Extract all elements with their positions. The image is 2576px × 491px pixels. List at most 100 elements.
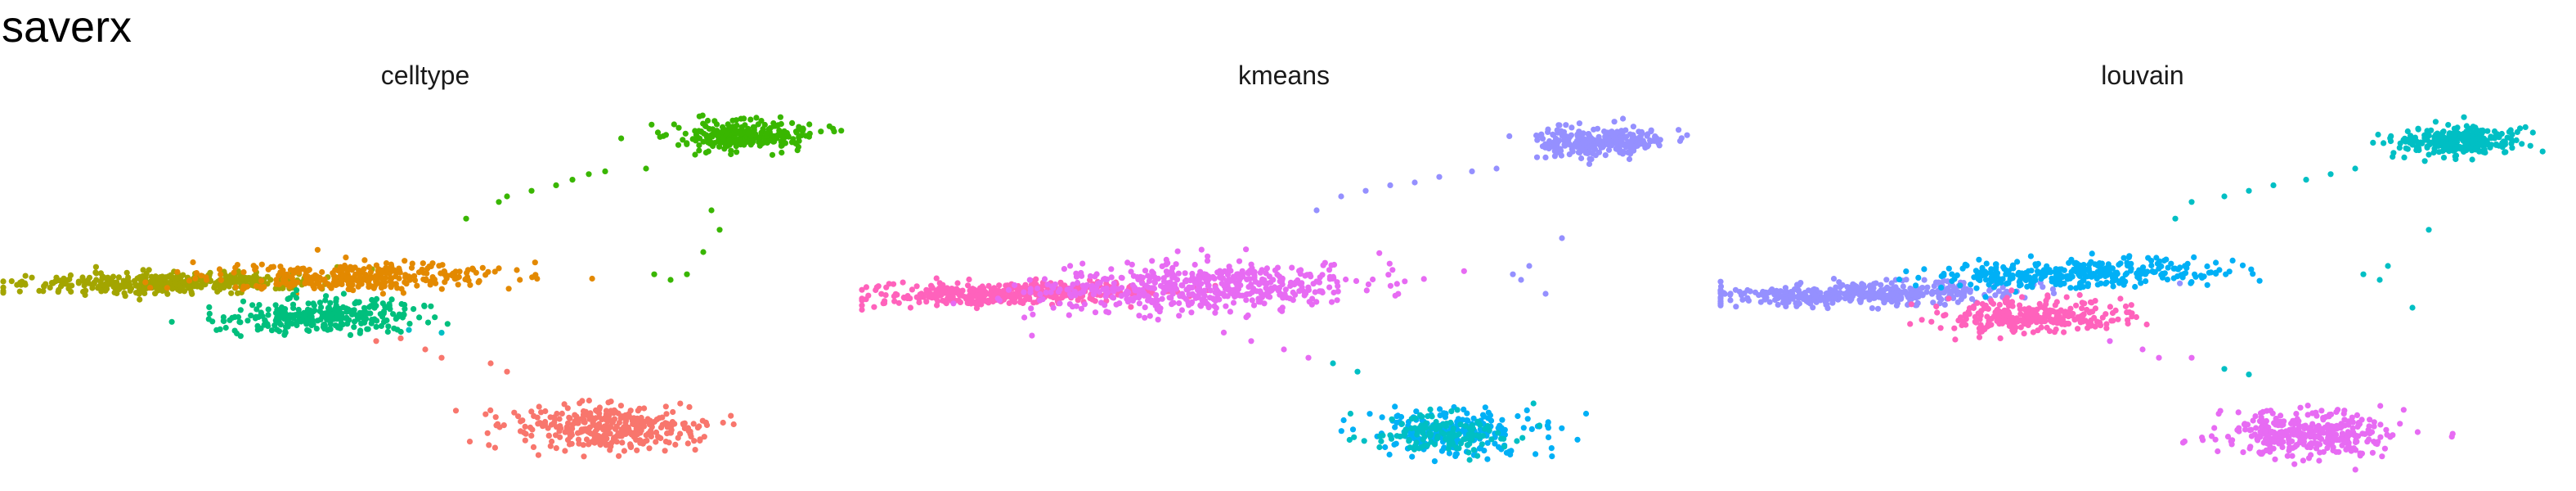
point: [121, 290, 128, 296]
point: [1981, 325, 1987, 331]
point: [602, 424, 608, 430]
point: [2107, 264, 2113, 271]
point: [709, 126, 716, 133]
point: [2092, 261, 2098, 268]
point: [1524, 407, 1530, 413]
point: [2128, 266, 2134, 273]
point: [2475, 142, 2482, 150]
point: [2331, 435, 2338, 442]
point: [231, 327, 238, 334]
point: [871, 304, 877, 310]
point: [1165, 259, 1171, 266]
point: [1427, 432, 1434, 439]
point: [1310, 281, 1317, 287]
point: [1281, 291, 1288, 298]
point: [2168, 260, 2174, 267]
point: [1392, 292, 1398, 299]
point: [285, 323, 291, 330]
point: [1061, 266, 1067, 273]
point: [2143, 278, 2149, 285]
point: [1078, 305, 1084, 312]
point: [2482, 149, 2488, 156]
point: [1503, 449, 1510, 456]
point: [732, 126, 738, 133]
point: [52, 278, 58, 285]
point: [378, 322, 384, 329]
point: [1392, 424, 1398, 430]
point: [2291, 461, 2298, 467]
point: [491, 444, 499, 451]
point: [1079, 282, 1086, 289]
point: [370, 285, 377, 291]
point: [2066, 259, 2072, 266]
point: [1941, 272, 1947, 278]
point: [2390, 150, 2397, 156]
point: [1727, 297, 1734, 304]
point: [2023, 312, 2030, 318]
point: [696, 142, 702, 149]
point: [103, 281, 110, 287]
point: [186, 277, 193, 284]
point: [351, 324, 357, 331]
point: [105, 274, 111, 281]
point: [2404, 146, 2411, 152]
point: [2133, 313, 2139, 321]
point: [1251, 268, 1258, 275]
point: [1839, 282, 1846, 288]
point: [1453, 444, 1460, 451]
point: [387, 278, 393, 285]
point: [2256, 277, 2263, 284]
point: [1885, 294, 1892, 300]
point: [2263, 447, 2269, 453]
point: [1346, 436, 1353, 444]
point: [517, 277, 523, 283]
point: [702, 149, 710, 156]
point: [2124, 259, 2130, 266]
point: [1030, 311, 1036, 318]
point: [677, 400, 684, 407]
point: [207, 269, 213, 276]
point: [1739, 296, 1746, 303]
point: [2072, 268, 2079, 275]
point: [1104, 276, 1111, 282]
point: [423, 276, 429, 282]
point: [265, 322, 272, 329]
point: [535, 421, 541, 427]
point: [2017, 302, 2023, 309]
point: [1198, 246, 1205, 253]
point: [353, 277, 360, 284]
point: [1298, 267, 1304, 273]
point: [681, 420, 688, 426]
point: [237, 333, 244, 340]
point: [2103, 311, 2109, 318]
point: [1382, 444, 1389, 451]
point: [350, 264, 357, 271]
point: [158, 280, 164, 287]
point: [2369, 449, 2376, 456]
point: [1500, 430, 1506, 437]
point: [2349, 414, 2355, 421]
point: [92, 264, 99, 270]
point: [1057, 286, 1063, 293]
point: [1289, 264, 1295, 271]
series-blue-1: [1896, 250, 2263, 300]
point: [1437, 406, 1443, 412]
point: [1921, 277, 1928, 283]
point: [933, 287, 940, 295]
point: [720, 135, 726, 142]
point: [1196, 288, 1202, 295]
point: [1305, 354, 1312, 361]
point: [1246, 276, 1253, 282]
point: [2052, 268, 2058, 275]
point: [2461, 114, 2467, 120]
point: [1326, 267, 1333, 273]
point: [1506, 133, 1513, 139]
point: [1802, 290, 1808, 296]
point: [2435, 142, 2442, 149]
point: [2062, 313, 2068, 319]
point: [1851, 291, 1858, 297]
point: [1119, 275, 1125, 282]
point: [2096, 260, 2103, 267]
point: [1335, 283, 1341, 290]
point: [1982, 294, 1989, 300]
